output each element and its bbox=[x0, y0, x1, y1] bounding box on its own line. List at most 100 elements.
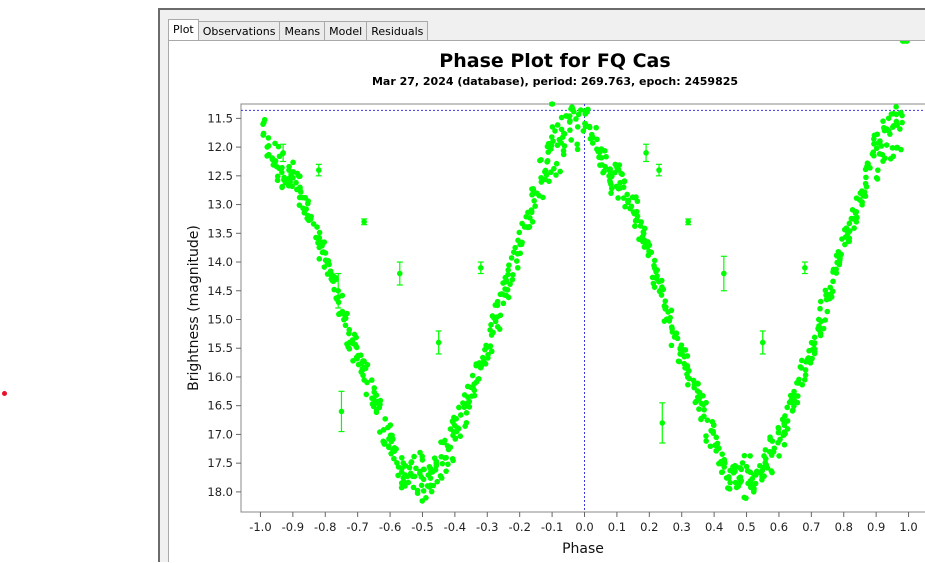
data-point bbox=[322, 250, 329, 256]
x-tick-label: 0.0 bbox=[575, 520, 593, 534]
data-point bbox=[608, 185, 615, 192]
y-tick-label: 13.5 bbox=[207, 226, 233, 240]
data-point bbox=[594, 136, 600, 143]
data-point bbox=[265, 135, 272, 141]
data-point bbox=[624, 191, 630, 198]
data-point bbox=[873, 145, 880, 152]
data-point bbox=[280, 150, 286, 156]
plot-area[interactable] bbox=[240, 103, 925, 513]
y-tick-label: 17.0 bbox=[207, 427, 233, 441]
data-point bbox=[418, 482, 425, 489]
data-point bbox=[829, 288, 836, 295]
data-point bbox=[482, 346, 488, 353]
data-point bbox=[646, 242, 653, 248]
phase-plot-chart[interactable]: Phase Plot for FQ Cas Mar 27, 2024 (data… bbox=[169, 41, 925, 563]
x-tick-label: 0.7 bbox=[802, 520, 820, 534]
data-point bbox=[737, 479, 743, 486]
data-point bbox=[802, 367, 809, 373]
data-point bbox=[433, 462, 440, 469]
data-point bbox=[371, 385, 378, 391]
data-point bbox=[490, 329, 496, 336]
data-point bbox=[452, 436, 459, 442]
data-point bbox=[382, 416, 389, 422]
data-point bbox=[420, 466, 427, 473]
data-point bbox=[617, 185, 623, 191]
x-tick-label: -0.1 bbox=[541, 520, 563, 534]
data-point bbox=[775, 439, 781, 446]
tab-model[interactable]: Model bbox=[325, 21, 368, 42]
data-point bbox=[646, 248, 652, 255]
data-point bbox=[273, 163, 280, 170]
x-tick-label: 0.9 bbox=[867, 520, 885, 534]
data-point bbox=[502, 279, 509, 285]
data-point bbox=[434, 478, 441, 485]
data-point bbox=[686, 368, 692, 374]
data-point bbox=[784, 426, 791, 432]
data-point bbox=[747, 453, 753, 459]
data-point bbox=[455, 425, 462, 432]
data-point bbox=[514, 264, 521, 271]
data-point bbox=[339, 292, 346, 299]
data-point bbox=[817, 305, 823, 312]
data-point bbox=[566, 113, 572, 120]
data-point bbox=[321, 264, 328, 270]
data-point bbox=[811, 334, 818, 341]
data-point bbox=[661, 303, 668, 309]
data-point bbox=[414, 490, 421, 497]
data-point bbox=[885, 115, 892, 122]
data-point bbox=[880, 158, 886, 164]
data-point bbox=[510, 249, 517, 255]
tab-observations[interactable]: Observations bbox=[198, 21, 281, 42]
data-point bbox=[513, 258, 520, 264]
data-point bbox=[286, 163, 292, 170]
data-point bbox=[620, 195, 627, 201]
data-point bbox=[478, 264, 484, 271]
data-point bbox=[573, 116, 579, 122]
data-point bbox=[600, 169, 606, 176]
data-point bbox=[862, 193, 869, 199]
data-point bbox=[473, 361, 480, 367]
data-point bbox=[437, 473, 444, 479]
data-point bbox=[878, 143, 885, 149]
data-point bbox=[752, 480, 759, 487]
data-point bbox=[761, 473, 767, 479]
y-tick-label: 16.5 bbox=[207, 399, 233, 413]
data-point bbox=[432, 467, 439, 473]
y-tick-label: 17.5 bbox=[207, 456, 233, 470]
data-point bbox=[719, 469, 726, 475]
data-point bbox=[654, 267, 661, 273]
data-point bbox=[684, 363, 691, 369]
data-point bbox=[391, 455, 397, 462]
data-point bbox=[606, 173, 612, 179]
x-tick-label: -0.7 bbox=[346, 520, 368, 534]
data-point bbox=[704, 417, 711, 423]
data-point bbox=[851, 225, 857, 231]
data-point bbox=[904, 41, 910, 44]
data-point bbox=[703, 399, 709, 406]
data-point bbox=[387, 422, 394, 428]
data-point bbox=[548, 134, 555, 140]
data-point bbox=[346, 326, 353, 333]
data-point bbox=[275, 143, 282, 150]
data-point bbox=[602, 147, 608, 154]
data-point bbox=[456, 404, 462, 411]
data-point bbox=[561, 130, 567, 137]
data-point bbox=[497, 312, 504, 319]
tab-residuals[interactable]: Residuals bbox=[367, 21, 429, 42]
data-point bbox=[274, 177, 281, 184]
data-point bbox=[712, 442, 719, 448]
data-point bbox=[863, 183, 870, 190]
data-point bbox=[627, 205, 633, 212]
data-point bbox=[607, 179, 614, 185]
data-point bbox=[700, 392, 706, 399]
y-tick-label: 14.0 bbox=[207, 255, 233, 269]
tab-plot[interactable]: Plot bbox=[168, 19, 199, 42]
data-point bbox=[315, 167, 322, 173]
data-point bbox=[615, 195, 621, 201]
tab-means[interactable]: Means bbox=[280, 21, 326, 42]
data-point bbox=[505, 294, 512, 301]
x-tick-label: 0.8 bbox=[835, 520, 853, 534]
data-point bbox=[879, 151, 886, 158]
data-point bbox=[867, 165, 873, 171]
data-point bbox=[380, 427, 387, 433]
